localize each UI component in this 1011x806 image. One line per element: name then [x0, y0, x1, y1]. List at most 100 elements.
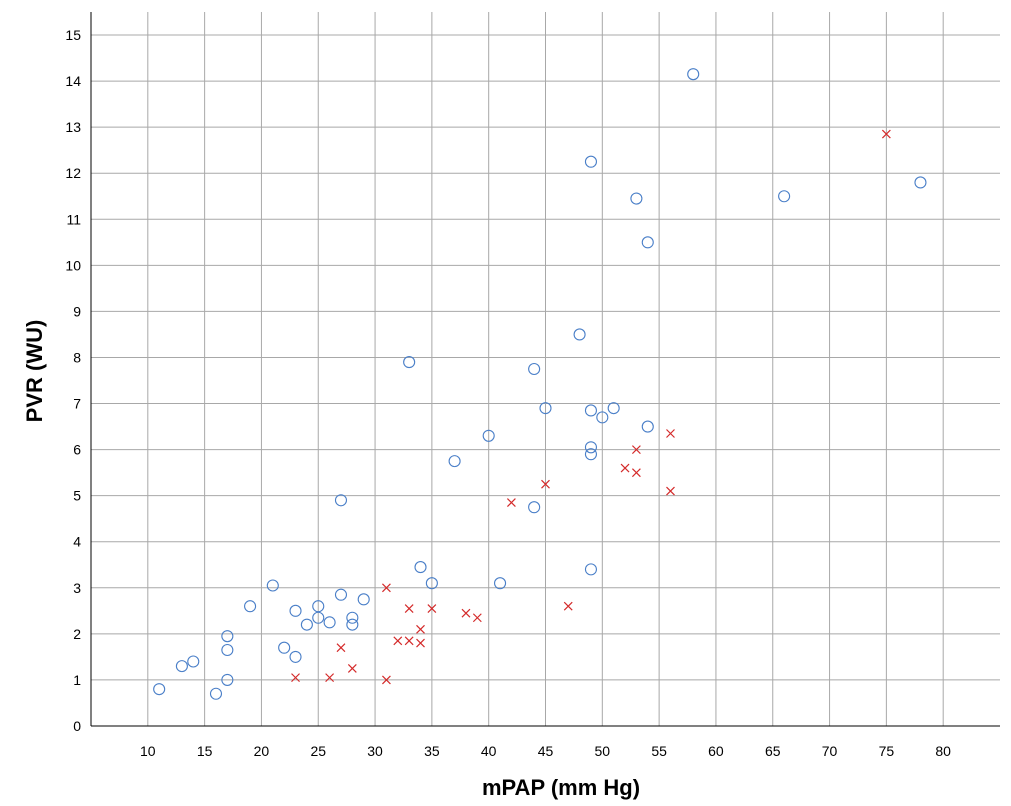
data-point-cross [416, 624, 425, 634]
data-point-circle [482, 429, 495, 442]
data-point-circle [334, 494, 348, 507]
x-tick-label: 45 [538, 743, 554, 759]
data-point-circle [539, 402, 552, 415]
data-point-circle [778, 190, 791, 203]
x-tick-label: 35 [424, 743, 440, 759]
y-tick-label: 4 [73, 534, 81, 550]
data-point-cross [666, 486, 675, 496]
data-point-circle [278, 641, 291, 654]
grid-lines [91, 12, 1000, 726]
data-point-cross [620, 463, 630, 473]
data-point-circle [528, 362, 541, 376]
x-tick-label: 15 [197, 743, 213, 759]
y-tick-label: 7 [73, 396, 81, 412]
data-point-circle [596, 411, 609, 424]
x-tick-label: 60 [708, 743, 724, 759]
y-tick-label: 3 [73, 580, 81, 596]
data-point-cross [472, 613, 482, 623]
data-point-circle [221, 643, 234, 657]
data-point-circle [584, 404, 598, 417]
data-point-cross [427, 604, 437, 613]
data-point-circle [244, 600, 257, 613]
data-point-circle [221, 630, 234, 643]
data-point-circle [323, 616, 336, 629]
data-point-circle [584, 448, 598, 461]
x-tick-label: 30 [367, 743, 383, 759]
data-point-cross [393, 636, 403, 646]
data-point-circle [528, 501, 541, 514]
data-point-cross [336, 643, 346, 653]
data-point-cross [666, 429, 675, 438]
data-point-cross [881, 129, 891, 139]
data-point-circle [687, 68, 700, 81]
data-point-cross [325, 673, 335, 683]
data-point-circle [209, 687, 223, 700]
x-tick-label: 55 [651, 743, 667, 759]
data-point-cross [404, 604, 414, 613]
data-point-circle [584, 563, 598, 576]
data-point-circle [221, 673, 234, 686]
data-point-circle [153, 683, 166, 696]
y-tick-label: 0 [73, 718, 81, 734]
y-axis-title: PVR (WU) [22, 320, 47, 423]
x-tick-label: 10 [140, 743, 156, 759]
data-point-cross [382, 583, 391, 593]
data-point-circle [266, 579, 279, 592]
x-tick-label: 50 [595, 743, 611, 759]
y-tick-label: 6 [73, 442, 81, 458]
data-point-circle [573, 328, 586, 341]
data-point-cross [541, 479, 550, 489]
y-tick-label: 10 [65, 257, 81, 273]
data-point-cross [382, 675, 391, 685]
data-point-circle [346, 611, 359, 624]
data-point-circle [289, 604, 302, 617]
x-tick-label: 75 [879, 743, 895, 759]
data-point-circle [584, 441, 598, 454]
data-point-circle [334, 588, 348, 601]
data-point-circle [607, 402, 620, 415]
data-point-cross [416, 638, 425, 648]
y-tick-label: 8 [73, 349, 81, 365]
y-tick-label: 5 [73, 488, 81, 504]
y-tick-label: 15 [65, 27, 81, 43]
data-point-circle [346, 618, 359, 631]
data-point-circle [641, 236, 654, 249]
y-tick-label: 11 [66, 211, 81, 227]
x-axis-title: mPAP (mm Hg) [482, 775, 640, 800]
data-point-cross [347, 663, 357, 673]
data-point-circle [403, 356, 416, 369]
y-tick-label: 1 [73, 672, 81, 688]
y-tick-label: 13 [65, 119, 81, 135]
x-tick-label: 40 [481, 743, 497, 759]
data-point-circle [414, 561, 427, 574]
data-point-circle [357, 593, 370, 606]
data-point-cross [404, 636, 414, 646]
data-point-circle [630, 192, 643, 205]
y-tick-label: 12 [65, 165, 81, 181]
data-point-cross [506, 498, 516, 508]
data-point-circle [584, 155, 598, 168]
y-tick-label: 2 [73, 626, 81, 642]
x-tick-label: 20 [254, 743, 270, 759]
data-point-cross [631, 468, 641, 478]
data-point-circle [175, 660, 188, 673]
data-point-circle [425, 577, 438, 590]
data-points [153, 68, 927, 700]
data-point-circle [493, 577, 507, 590]
data-point-circle [187, 655, 200, 668]
data-point-cross [461, 608, 471, 618]
data-point-circle [448, 455, 461, 468]
data-point-circle [312, 600, 325, 613]
axes [90, 12, 1000, 727]
data-point-cross [563, 601, 573, 611]
data-point-circle [914, 176, 927, 189]
y-tick-label: 9 [73, 303, 81, 319]
x-tick-label: 80 [935, 743, 951, 759]
x-tick-labels: 10 15 20 25 30 35 40 45 50 55 60 65 70 75 80 [140, 743, 951, 759]
data-point-circle [289, 650, 302, 663]
data-point-cross [631, 445, 641, 455]
x-tick-label: 70 [822, 743, 838, 759]
x-tick-label: 65 [765, 743, 781, 759]
